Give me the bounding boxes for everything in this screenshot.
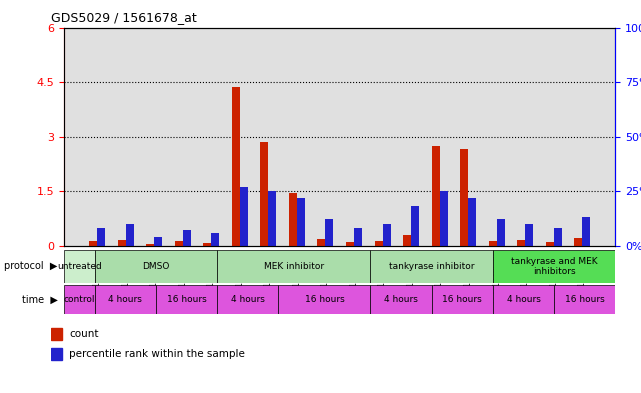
Bar [468, 198, 476, 246]
Bar [545, 242, 554, 246]
Text: tankyrase inhibitor: tankyrase inhibitor [389, 262, 474, 271]
Text: time  ▶: time ▶ [22, 295, 58, 305]
Text: protocol  ▶: protocol ▶ [4, 261, 58, 271]
Bar [488, 241, 497, 246]
Bar [126, 224, 134, 246]
Text: DMSO: DMSO [142, 262, 170, 271]
Text: control: control [63, 295, 95, 304]
Bar [297, 198, 305, 246]
Bar [146, 244, 154, 246]
Text: untreated: untreated [57, 262, 102, 271]
Text: 16 hours: 16 hours [565, 295, 604, 304]
Text: MEK inhibitor: MEK inhibitor [263, 262, 324, 271]
Bar [517, 240, 525, 246]
Bar [582, 217, 590, 246]
Bar [411, 206, 419, 246]
Bar [97, 228, 105, 246]
Text: 16 hours: 16 hours [167, 295, 206, 304]
Bar [203, 243, 212, 246]
Bar [431, 285, 493, 314]
Bar [574, 238, 582, 246]
Text: 4 hours: 4 hours [108, 295, 142, 304]
Bar [346, 242, 354, 246]
Bar [89, 241, 97, 246]
Bar [440, 191, 447, 246]
Bar [154, 237, 162, 246]
Text: count: count [69, 329, 99, 339]
Bar [497, 219, 504, 246]
Bar [554, 228, 562, 246]
Text: 4 hours: 4 hours [231, 295, 265, 304]
Bar [317, 239, 326, 246]
Bar [156, 285, 217, 314]
Bar [64, 285, 95, 314]
Text: 4 hours: 4 hours [506, 295, 540, 304]
Bar [370, 250, 493, 283]
Text: 16 hours: 16 hours [304, 295, 344, 304]
Bar [64, 250, 95, 283]
Bar [175, 241, 183, 246]
Text: 16 hours: 16 hours [442, 295, 482, 304]
Bar [183, 230, 191, 246]
Bar [326, 219, 333, 246]
Text: percentile rank within the sample: percentile rank within the sample [69, 349, 245, 359]
Bar [383, 224, 390, 246]
Bar [95, 285, 156, 314]
Bar [374, 241, 383, 246]
Bar [278, 285, 370, 314]
Bar [493, 250, 615, 283]
Bar [370, 285, 431, 314]
Bar [217, 285, 278, 314]
Bar [240, 187, 248, 246]
Bar [460, 149, 468, 246]
Bar [95, 250, 217, 283]
Bar [554, 285, 615, 314]
Bar [212, 233, 219, 246]
Bar [525, 224, 533, 246]
Bar [51, 349, 63, 360]
Bar [403, 235, 411, 246]
Bar [260, 142, 269, 246]
Bar [217, 250, 370, 283]
Bar [354, 228, 362, 246]
Bar [289, 193, 297, 246]
Bar [431, 146, 440, 246]
Text: tankyrase and MEK
inhibitors: tankyrase and MEK inhibitors [511, 257, 597, 276]
Bar [493, 285, 554, 314]
Bar [118, 240, 126, 246]
Text: GDS5029 / 1561678_at: GDS5029 / 1561678_at [51, 11, 197, 24]
Bar [269, 191, 276, 246]
Bar [51, 328, 63, 340]
Text: 4 hours: 4 hours [384, 295, 418, 304]
Bar [232, 88, 240, 246]
